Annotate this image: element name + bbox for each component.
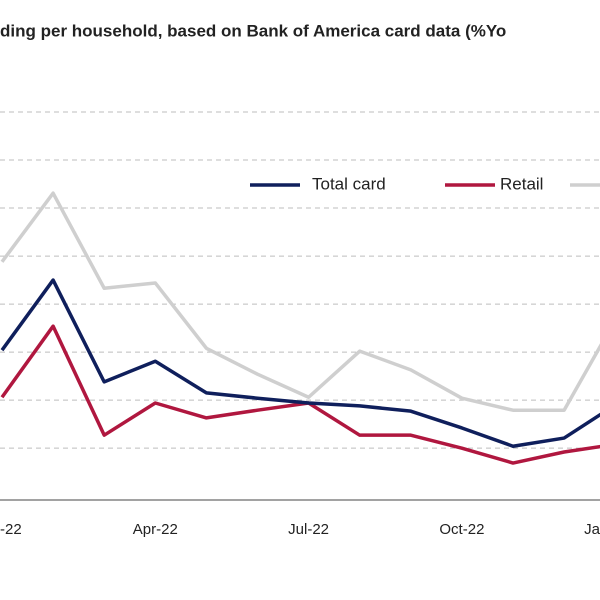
legend-label: Total card — [312, 174, 386, 193]
series-line — [0, 278, 600, 448]
x-tick-label: Ja — [584, 521, 600, 538]
x-tick-label: Jul-22 — [288, 521, 329, 538]
plot — [0, 191, 600, 465]
series-line — [0, 191, 600, 412]
x-tick-label: Oct-22 — [439, 521, 484, 538]
legend-label: Retail — [500, 174, 543, 193]
chart-title: ding per household, based on Bank of Ame… — [0, 21, 506, 40]
x-tick-label: -22 — [0, 521, 22, 538]
x-tick-label: Apr-22 — [133, 521, 178, 538]
